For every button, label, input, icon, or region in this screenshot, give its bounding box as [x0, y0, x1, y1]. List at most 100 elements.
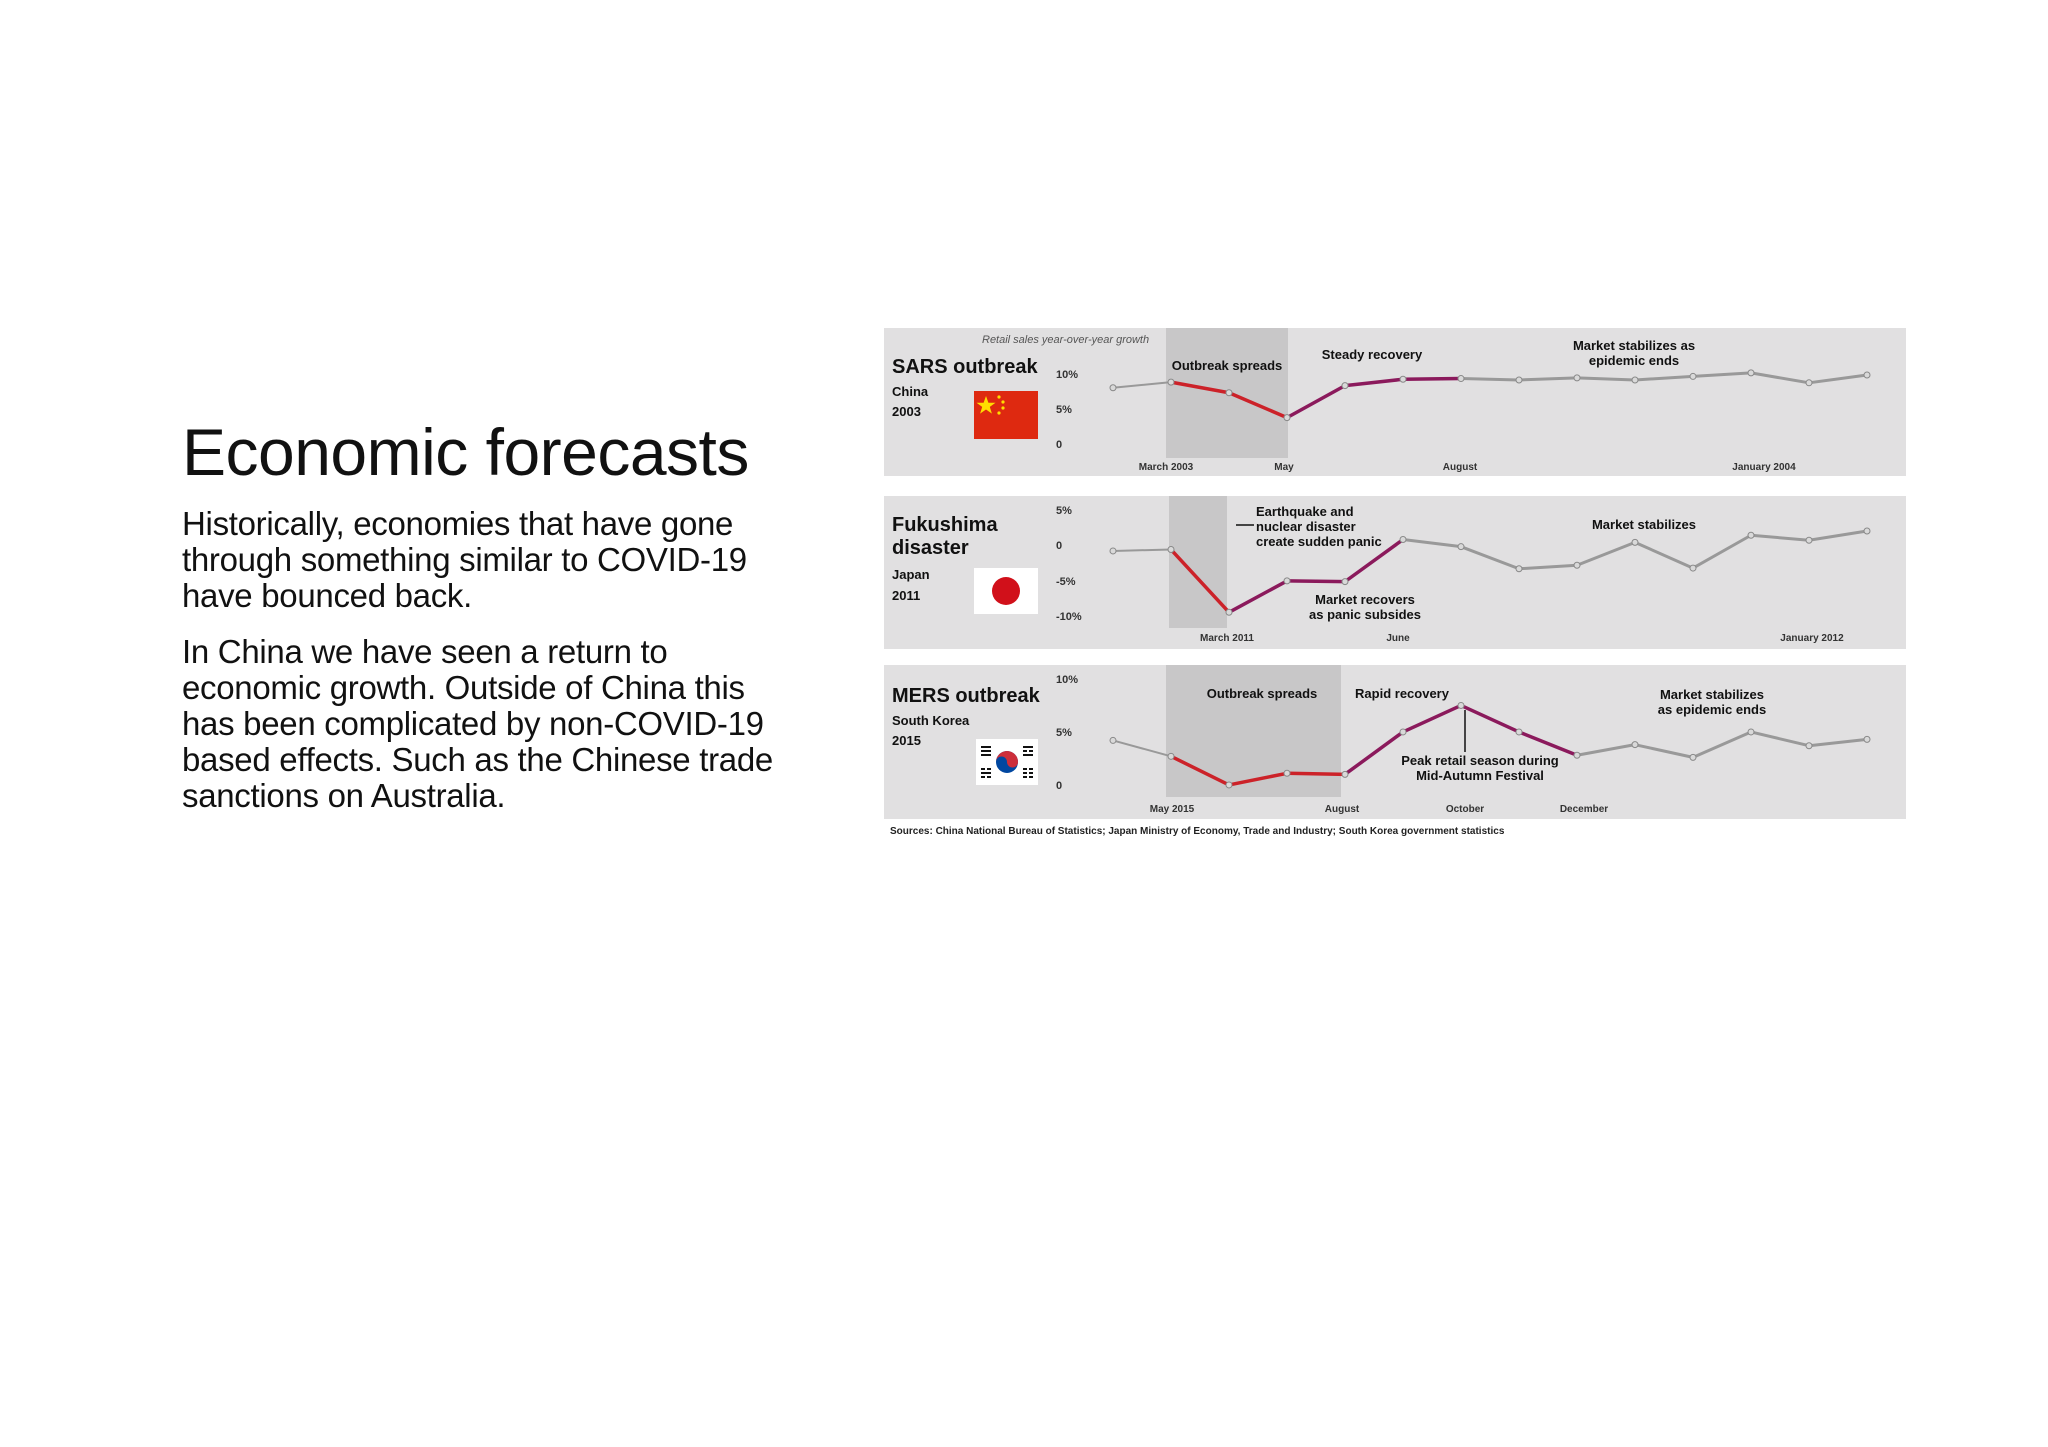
fukushima-data-point [1515, 565, 1523, 573]
fukushima-data-point [1689, 564, 1697, 572]
mers-series-segment [1575, 743, 1637, 757]
sars-series-segment [1227, 391, 1289, 420]
mers-ytick-5: 5% [1056, 727, 1072, 739]
fukushima-ytick-m5: -5% [1056, 576, 1076, 588]
mers-data-point [1457, 701, 1465, 709]
fukushima-data-point [1109, 547, 1117, 555]
sars-series-segment [1517, 376, 1579, 382]
fukushima-annotation-recovers-1: Market recovers [1315, 592, 1415, 607]
japan-flag-icon [974, 568, 1038, 614]
sars-chart: Retail sales year-over-year growth SARS … [892, 328, 1871, 473]
fukushima-ytick-5: 5% [1056, 505, 1072, 517]
sars-ytick-0: 0 [1056, 439, 1062, 451]
sars-panel: Retail sales year-over-year growth SARS … [884, 328, 1906, 476]
fukushima-data-point [1225, 608, 1233, 616]
sars-series-segment [1401, 376, 1463, 382]
korea-flag-icon [976, 739, 1038, 785]
sars-data-point [1689, 372, 1697, 380]
mers-series-segment [1459, 703, 1521, 734]
fukushima-annotation-stabilizes: Market stabilizes [1592, 517, 1696, 532]
mers-annotation-peak-1: Peak retail season during [1401, 753, 1559, 768]
mers-panel: MERS outbreak South Korea 2015 10% 5% 0 … [884, 665, 1906, 819]
fukushima-series-segment [1401, 538, 1463, 549]
mers-series-segment [1807, 737, 1869, 748]
fukushima-outbreak-shade [1169, 496, 1227, 628]
mers-data-point [1109, 736, 1117, 744]
fukushima-series-segment [1517, 563, 1579, 571]
mers-outbreak-shade [1166, 665, 1341, 797]
fukushima-data-point [1399, 536, 1407, 544]
fukushima-data-point [1863, 527, 1871, 535]
mers-data-point [1341, 770, 1349, 778]
sars-data-point [1631, 376, 1639, 384]
mers-series-segment [1401, 703, 1463, 734]
fukushima-series-segment [1459, 545, 1521, 571]
sars-series-segment [1459, 377, 1521, 382]
sars-series-segment [1285, 383, 1347, 420]
fukushima-data-point [1747, 531, 1755, 539]
mers-series-segment [1633, 743, 1695, 759]
fukushima-data-point [1283, 577, 1291, 585]
mers-series-segment [1285, 771, 1347, 777]
sars-series-segment [1343, 377, 1405, 388]
fukushima-data-point [1167, 546, 1175, 554]
fukushima-country-label: Japan [892, 567, 930, 582]
mers-data-point [1631, 741, 1639, 749]
fukushima-series-segment [1112, 548, 1172, 552]
slide-body: Historically, economies that have gone t… [182, 506, 802, 834]
body-paragraph-2: In China we have seen a return to econom… [182, 633, 773, 814]
sars-ytick-5: 5% [1056, 404, 1072, 416]
fukushima-series-segment [1575, 540, 1637, 567]
sars-xlabel-may: May [1274, 462, 1294, 473]
sars-data-point [1457, 375, 1465, 383]
sars-annotation-stabilizes-1: Market stabilizes as [1573, 338, 1695, 353]
sars-data-point [1515, 376, 1523, 384]
fukushima-data-point [1457, 543, 1465, 551]
sars-ytick-10: 10% [1056, 369, 1078, 381]
sars-series-segment [1575, 376, 1637, 382]
sars-annotation-outbreak: Outbreak spreads [1172, 358, 1283, 373]
mers-xlabel-oct: October [1446, 804, 1484, 815]
mers-data-point [1515, 728, 1523, 736]
sars-data-point [1747, 369, 1755, 377]
fukushima-annotation-quake-1: Earthquake and [1256, 504, 1354, 519]
mers-series-segment [1169, 754, 1231, 787]
fukushima-series-segment [1227, 579, 1289, 615]
mers-annotation-stabilizes-1: Market stabilizes [1660, 687, 1764, 702]
fukushima-data-point [1573, 561, 1581, 569]
mers-data-point [1747, 728, 1755, 736]
body-paragraph-1: Historically, economies that have gone t… [182, 505, 747, 614]
fukushima-ytick-m10: -10% [1056, 611, 1082, 623]
sars-event-label: SARS outbreak [892, 356, 1038, 378]
mers-data-point [1167, 752, 1175, 760]
sars-data-point [1225, 389, 1233, 397]
mers-data-point [1863, 735, 1871, 743]
fukushima-panel: Fukushima disaster Japan 2011 5% 0 -5% -… [884, 496, 1906, 649]
mers-data-point [1283, 769, 1291, 777]
sars-data-point [1573, 374, 1581, 382]
fukushima-event-label-2: disaster [892, 537, 969, 559]
mers-ytick-0: 0 [1056, 780, 1062, 792]
sars-data-point [1283, 414, 1291, 422]
mers-annotation-stabilizes-2: as epidemic ends [1658, 702, 1766, 717]
slide-title: Economic forecasts [182, 415, 749, 489]
mers-data-point [1225, 781, 1233, 789]
fukushima-series-segment [1807, 529, 1869, 542]
mers-series-segment [1227, 771, 1289, 787]
fukushima-data-point [1805, 536, 1813, 544]
sars-series-segment [1112, 381, 1172, 389]
sars-xlabel-mar2003: March 2003 [1139, 462, 1194, 473]
fukushima-series-segment [1633, 540, 1695, 570]
mers-xlabel-aug: August [1325, 804, 1360, 815]
chart-sources: Sources: China National Bureau of Statis… [890, 826, 1505, 837]
mers-series-segment [1112, 739, 1172, 758]
sars-series-segment [1807, 373, 1869, 385]
china-flag-icon [974, 391, 1038, 439]
chart-ylabel: Retail sales year-over-year growth [982, 334, 1149, 346]
fukushima-annotation-quake-2: nuclear disaster [1256, 519, 1356, 534]
mers-data-point [1399, 728, 1407, 736]
mers-series-segment [1691, 730, 1753, 759]
fukushima-annotation-quake-3: create sudden panic [1256, 534, 1382, 549]
mers-series-segment [1517, 730, 1579, 758]
mers-series-segment [1749, 730, 1811, 748]
